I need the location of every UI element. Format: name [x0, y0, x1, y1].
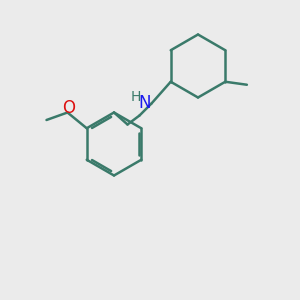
Text: O: O [62, 99, 75, 117]
Text: H: H [131, 90, 141, 104]
Text: N: N [139, 94, 151, 112]
